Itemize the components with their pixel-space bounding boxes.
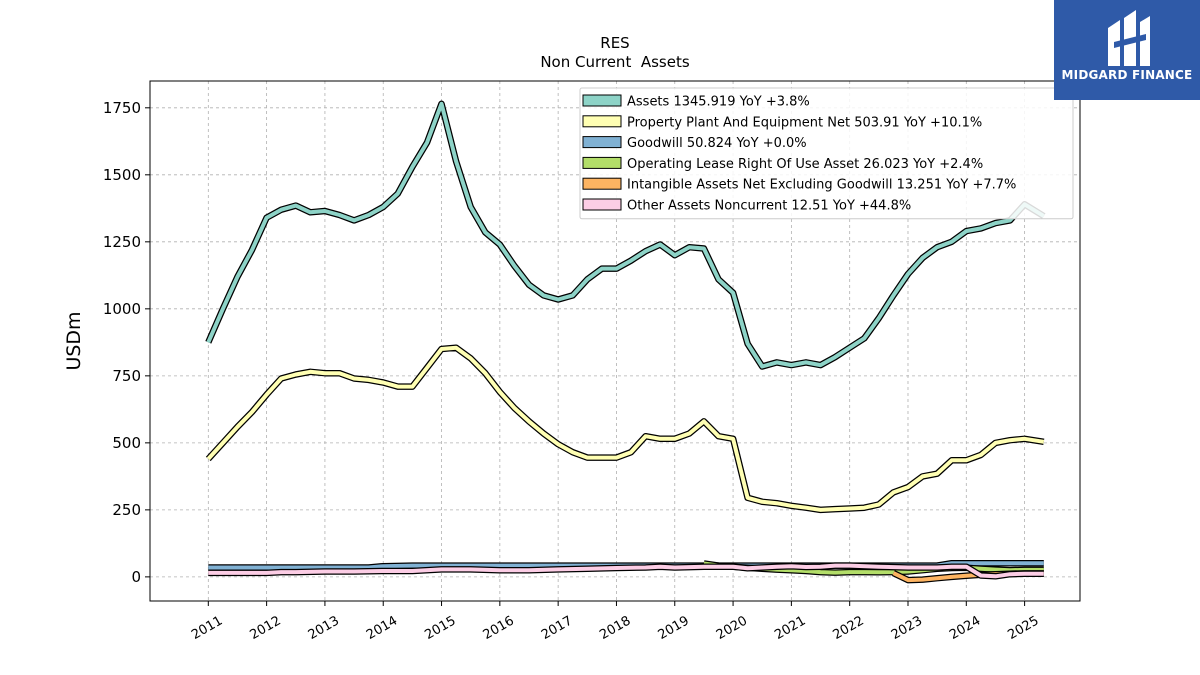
legend-swatch (582, 177, 622, 190)
y-tick-label: 750 (112, 367, 141, 385)
brand-logo: MIDGARD FINANCE (1054, 0, 1200, 100)
legend-item-label: Assets 1345.919 YoY +3.8% (627, 95, 810, 110)
series-line-property-plant-and-equipment-net (206, 345, 1045, 512)
x-tick-label: 2013 (306, 613, 342, 643)
series-layer (205, 100, 1046, 584)
legend-item-label: Other Assets Noncurrent 12.51 YoY +44.8% (627, 199, 911, 214)
y-tick-label: 0 (131, 568, 141, 586)
x-tick-label: 2025 (1005, 613, 1041, 643)
legend-swatch (582, 94, 622, 107)
x-tick-label: 2012 (247, 613, 283, 643)
y-axis: 0 250 500 750 1000 1250 1500 1750 (103, 99, 150, 586)
series-line-assets (206, 101, 1045, 369)
y-tick-label: 500 (112, 434, 141, 452)
legend-item-label: Intangible Assets Net Excluding Goodwill… (627, 178, 1016, 193)
legend-item-label: Property Plant And Equipment Net 503.91 … (627, 115, 982, 130)
x-tick-label: 2016 (481, 613, 517, 643)
legend-item-label: Operating Lease Right Of Use Asset 26.02… (627, 157, 983, 172)
legend-swatch (582, 198, 622, 211)
y-tick-label: 1500 (103, 166, 141, 184)
x-tick-label: 2024 (947, 613, 983, 643)
x-tick-label: 2019 (656, 613, 692, 643)
y-tick-label: 1000 (103, 300, 141, 318)
x-tick-label: 2020 (714, 613, 750, 643)
brand-logo-icon (1108, 10, 1150, 66)
y-tick-label: 1750 (103, 99, 141, 117)
brand-name: MIDGARD FINANCE (1061, 68, 1193, 82)
plot-frame (149, 80, 1081, 602)
chart-subtitle: Non Current Assets (540, 53, 690, 71)
x-axis: 2011 2012 2013 2014 2015 2016 2017 2018 2019 2020… (189, 601, 1042, 643)
x-tick-label: 2017 (539, 613, 575, 643)
x-tick-label: 2011 (189, 613, 225, 643)
legend-swatch (582, 115, 622, 128)
legend-swatch (582, 156, 622, 169)
legend-swatch (582, 136, 622, 149)
chart-title: RES (600, 34, 629, 52)
x-tick-label: 2022 (831, 613, 867, 643)
y-axis-label: USDm (63, 311, 85, 370)
x-tick-label: 2015 (422, 613, 458, 643)
legend-box (579, 87, 1074, 220)
legend-item-label: Goodwill 50.824 YoY +0.0% (627, 136, 807, 151)
series-line-other-assets-noncurrent (208, 563, 1044, 579)
x-tick-label: 2023 (889, 613, 925, 643)
legend: Assets 1345.919 YoY +3.8% Property Plant … (579, 87, 1074, 220)
y-tick-label: 250 (112, 501, 141, 519)
x-tick-label: 2018 (597, 613, 633, 643)
y-tick-label: 1250 (103, 233, 141, 251)
x-tick-label: 2014 (364, 613, 400, 643)
x-tick-label: 2021 (772, 613, 808, 643)
